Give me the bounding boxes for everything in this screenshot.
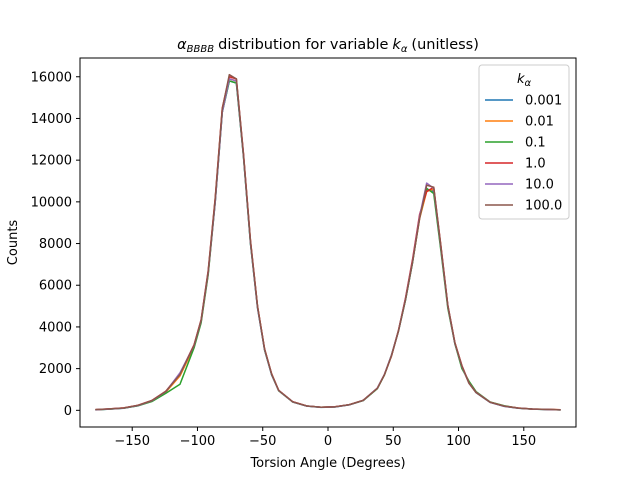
title-symbol: α (177, 37, 187, 53)
y-axis-label: Counts (6, 220, 21, 266)
legend-title-subscript: α (524, 78, 531, 89)
x-tick-label: 100 (446, 434, 471, 449)
legend: kα 0.001 0.01 0.1 1.0 10.0 100.0 (478, 64, 570, 220)
y-tick-label: 8000 (39, 237, 72, 252)
y-tick-label: 6000 (39, 279, 72, 294)
legend-label-1: 0.01 (525, 115, 554, 130)
legend-label-3: 1.0 (525, 157, 546, 172)
y-tick-label: 2000 (39, 362, 72, 377)
title-text: distribution for variable (218, 37, 388, 53)
x-tick-label: 0 (324, 434, 332, 449)
y-axis-ticks: 0 2000 4000 6000 8000 10000 12000 14000 16000 (31, 70, 80, 419)
legend-title: kα (517, 72, 532, 89)
chart-title: αBBBB distribution for variable kα (unitles… (177, 37, 479, 55)
legend-label-4: 10.0 (525, 178, 554, 193)
y-tick-label: 0 (64, 404, 72, 419)
x-tick-label: 150 (511, 434, 536, 449)
series-lines (95, 73, 561, 411)
legend-label-2: 0.1 (525, 136, 546, 151)
series-line-5 (95, 73, 561, 411)
title-variable: k (392, 37, 401, 53)
x-tick-label: −150 (114, 434, 150, 449)
title-variable-subscript: α (401, 44, 408, 55)
title-unit: (unitless) (411, 37, 478, 53)
title-symbol-subscript: BBBB (187, 44, 215, 55)
legend-title-variable: k (517, 72, 525, 87)
y-tick-label: 16000 (31, 70, 72, 85)
x-tick-label: −100 (180, 434, 216, 449)
y-tick-label: 14000 (31, 112, 72, 127)
x-tick-label: 50 (385, 434, 402, 449)
legend-label-0: 0.001 (525, 94, 562, 109)
y-tick-label: 12000 (31, 154, 72, 169)
x-axis-label: Torsion Angle (Degrees) (249, 456, 405, 471)
x-tick-label: −50 (249, 434, 276, 449)
y-tick-label: 10000 (31, 195, 72, 210)
x-axis-ticks: −150 −100 −50 0 50 100 150 (114, 427, 536, 449)
legend-label-5: 100.0 (525, 199, 562, 214)
legend-box (478, 64, 570, 220)
legend-items: 0.001 0.01 0.1 1.0 10.0 100.0 (485, 94, 562, 214)
y-tick-label: 4000 (39, 320, 72, 335)
